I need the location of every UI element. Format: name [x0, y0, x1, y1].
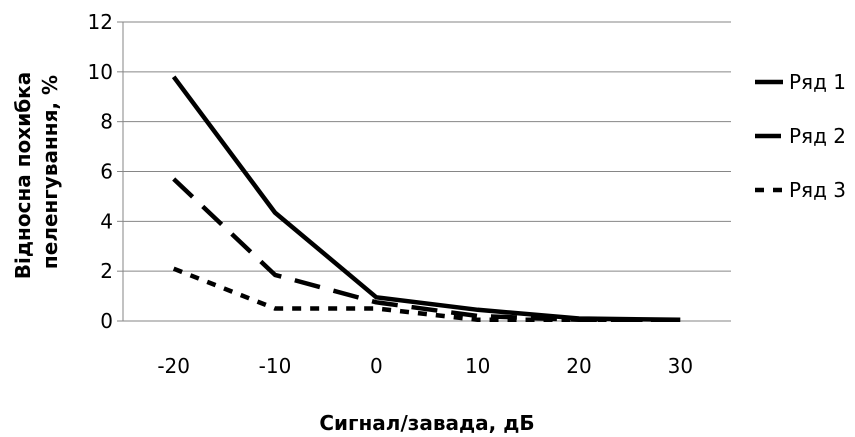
x-tick-label: 20 [566, 354, 591, 378]
series-line-3 [172, 266, 681, 323]
y-axis-title-line-2: пеленгування, % [38, 75, 62, 269]
y-axis-title-line-1: Відносна похибка [11, 72, 35, 279]
legend-label-1: Ряд 1 [789, 70, 846, 94]
y-tick-label: 12 [88, 10, 113, 34]
x-tick-label: -20 [157, 354, 190, 378]
axes: 0 2 4 6 8 10 12 -20 -10 0 10 20 30 [88, 10, 694, 378]
x-tick-label: -10 [259, 354, 292, 378]
legend-label-3: Ряд 3 [789, 178, 846, 202]
legend: Ряд 1 Ряд 2 Ряд 3 [755, 70, 846, 202]
y-tick-label: 0 [100, 309, 113, 333]
y-tick-label: 4 [100, 209, 113, 233]
x-tick-label: 30 [668, 354, 693, 378]
y-tick-label: 10 [88, 60, 113, 84]
y-axis-title: Відносна похибка пеленгування, % [11, 65, 62, 279]
x-tick-label: 10 [465, 354, 490, 378]
x-axis-title: Сигнал/завада, дБ [319, 411, 534, 435]
x-tick-label: 0 [370, 354, 383, 378]
y-tick-label: 2 [100, 259, 113, 283]
series-group [171, 75, 681, 323]
series-line-1 [171, 75, 681, 323]
y-tick-label: 6 [100, 160, 113, 184]
grid [123, 21, 731, 322]
series-line-2 [172, 177, 681, 323]
y-tick-label: 8 [100, 110, 113, 134]
legend-label-2: Ряд 2 [789, 124, 846, 148]
